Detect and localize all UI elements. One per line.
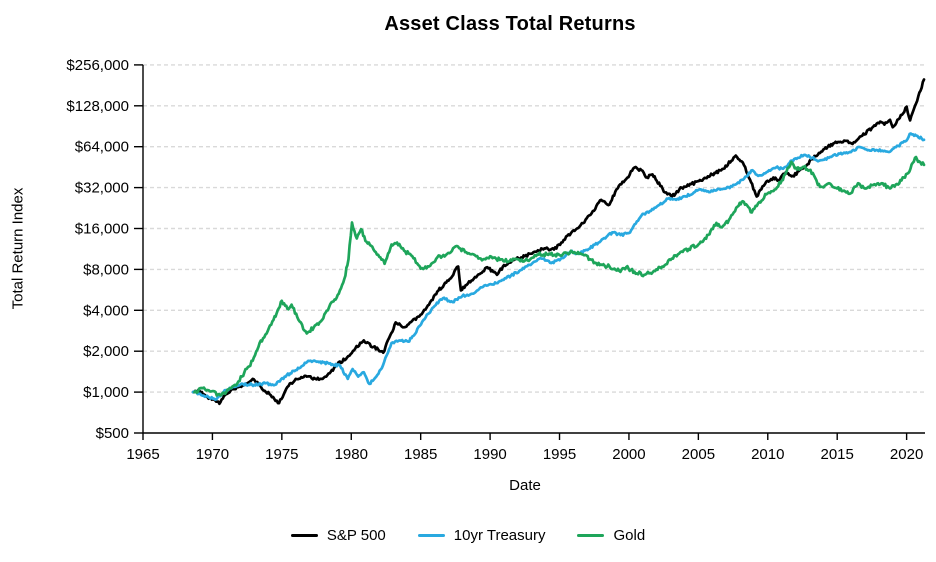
y-tick-label: $16,000 [75, 221, 129, 238]
x-tick-label: 1980 [335, 446, 368, 463]
legend-item-gold: Gold [577, 527, 645, 544]
legend: S&P 500 10yr Treasury Gold [0, 527, 936, 544]
chart-title: Asset Class Total Returns [384, 13, 636, 35]
legend-item-sp500: S&P 500 [290, 527, 386, 544]
y-tick-label: $32,000 [75, 180, 129, 197]
x-tick-label: 2000 [612, 446, 645, 463]
legend-line-icon-gold [577, 533, 605, 538]
x-tick-label: 1975 [265, 446, 298, 463]
y-tick-label: $128,000 [66, 98, 129, 115]
legend-label-10yr-treasury: 10yr Treasury [453, 527, 546, 544]
x-tick-label: 2005 [682, 446, 715, 463]
x-tick-label: 2015 [821, 446, 854, 463]
x-tick-label: 1995 [543, 446, 576, 463]
y-tick-labels: $500 $1,000 $2,000 $4,000 $8,000 $16,000 $32,0… [66, 57, 129, 442]
y-tick-label: $500 [96, 425, 129, 442]
y-tick-label: $64,000 [75, 139, 129, 156]
x-tick-labels: 1965 1970 1975 1980 1985 1990 1995 2000 2005 2010… [126, 446, 923, 463]
y-tick-label: $2,000 [83, 343, 129, 360]
x-tick-label: 1970 [196, 446, 229, 463]
x-tick-label: 1985 [404, 446, 437, 463]
x-tick-label: 1990 [473, 446, 506, 463]
x-tick-label: 2010 [751, 446, 784, 463]
legend-item-10yr-treasury: 10yr Treasury [417, 527, 546, 544]
x-tick-label: 2020 [890, 446, 923, 463]
legend-label-gold: Gold [613, 527, 646, 544]
axes [134, 64, 925, 440]
series-line-10yr-treasury [191, 132, 926, 401]
x-axis-title: Date [509, 477, 541, 494]
y-axis-title: Total Return Index [9, 187, 27, 310]
legend-line-icon-10yr-treasury [417, 533, 445, 538]
legend-label-sp500: S&P 500 [326, 527, 386, 544]
y-tick-label: $1,000 [83, 384, 129, 401]
y-tick-label: $256,000 [66, 57, 129, 74]
y-tick-label: $4,000 [83, 302, 129, 319]
y-tick-label: $8,000 [83, 261, 129, 278]
legend-line-icon-sp500 [290, 533, 318, 538]
series-line-gold [193, 155, 926, 397]
gridlines [143, 64, 925, 393]
series-line-s-p-500 [191, 78, 926, 406]
x-tick-label: 1965 [126, 446, 159, 463]
